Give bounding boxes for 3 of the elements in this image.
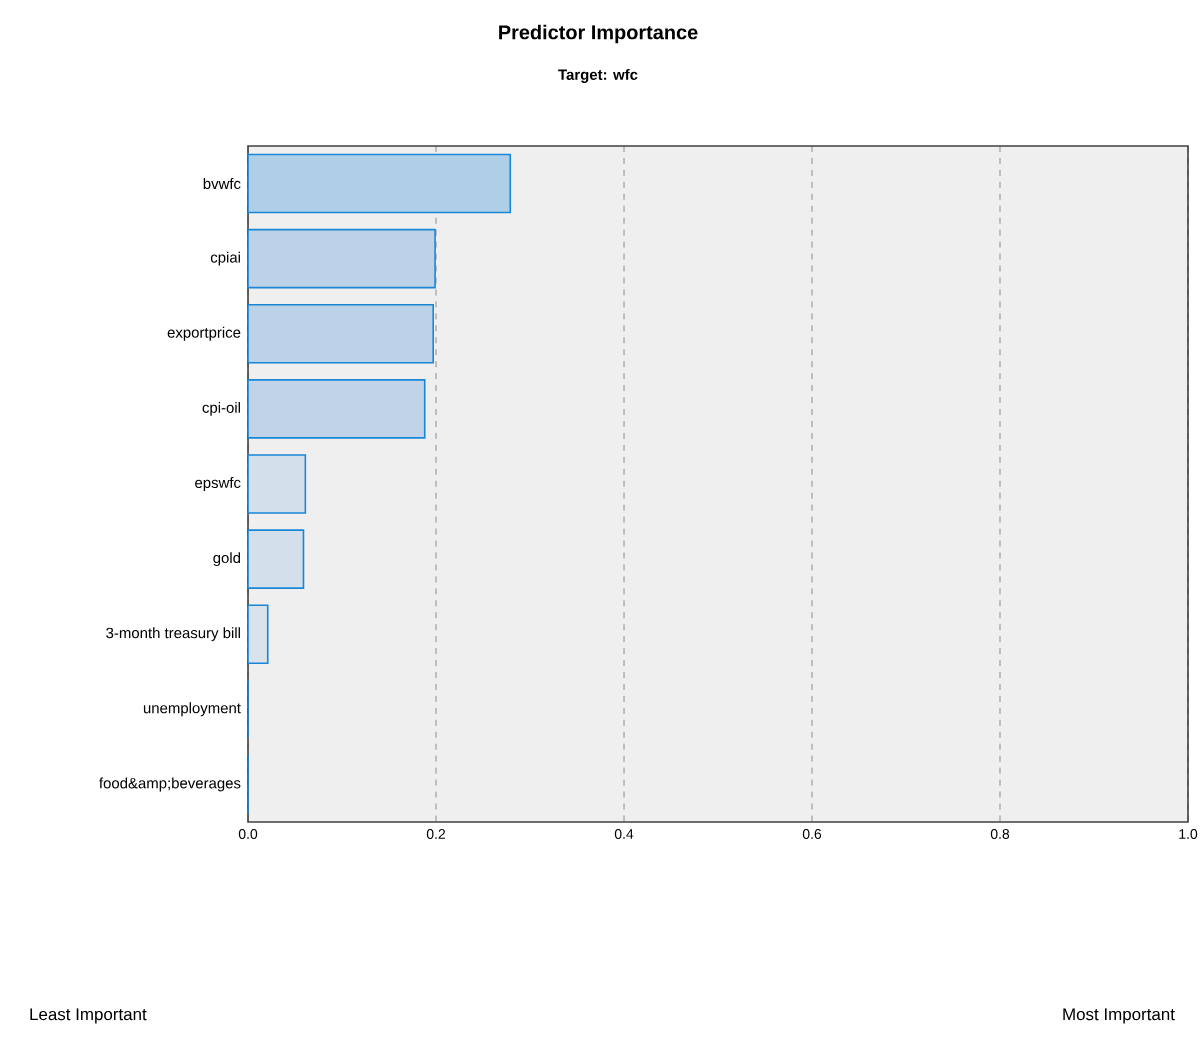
text: Least Important xyxy=(30,1008,147,1024)
text: Most Important xyxy=(1063,1008,1175,1024)
chart-title: Predictor Importance xyxy=(499,24,698,44)
